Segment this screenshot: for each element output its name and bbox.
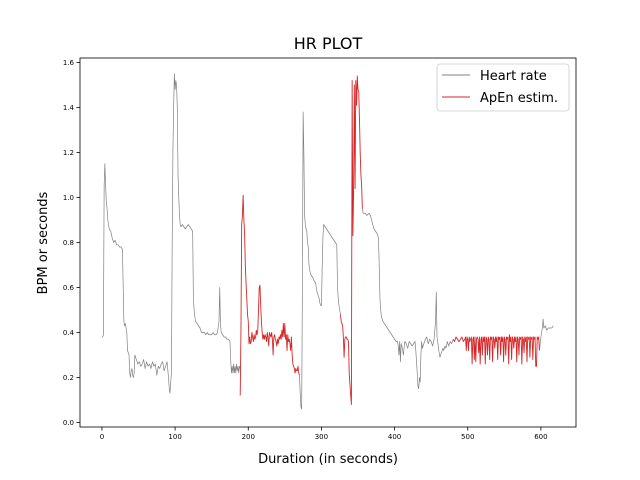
series-line-heart-rate-segment-3 [362,208,454,390]
y-tick-label: 0.8 [63,239,74,247]
x-tick-label: 200 [242,433,255,441]
y-tick-label: 0.4 [63,329,75,337]
series-line-apen-estim-segment-2 [339,75,363,405]
y-tick-label: 0.6 [63,284,75,292]
x-axis: 0 100 200 300 400 500 600 [100,427,548,441]
y-axis-label: BPM or seconds [36,191,51,294]
series-line-apen-estim-segment-1 [239,194,300,396]
y-tick-label: 1.6 [63,59,75,67]
y-tick-label: 1.0 [63,194,74,202]
x-axis-label: Duration (in seconds) [258,452,398,467]
y-tick-label: 1.2 [63,149,74,157]
x-tick-label: 300 [315,433,328,441]
series-line-heart-rate-segment-4 [539,318,554,351]
x-tick-label: 500 [461,433,474,441]
series-line-apen-estim-segment-3 [452,334,540,367]
legend-label-apen-estim: ApEn estim. [480,91,558,106]
series-line-heart-rate-segment-2 [299,111,341,410]
x-tick-label: 600 [534,433,547,441]
x-tick-label: 0 [100,433,104,441]
y-axis: 0.0 0.2 0.4 0.6 0.8 1.0 1.2 1.4 1.6 [63,59,80,427]
y-tick-label: 0.0 [63,419,74,427]
legend-label-heart-rate: Heart rate [480,69,547,84]
y-tick-label: 0.2 [63,374,74,382]
legend-box [436,63,570,112]
x-tick-label: 400 [388,433,401,441]
series-line-heart-rate-segment-1 [101,73,241,394]
chart-title: HR PLOT [294,34,363,53]
legend: Heart rate ApEn estim. [436,63,570,112]
x-tick-label: 100 [168,433,181,441]
y-tick-label: 1.4 [63,104,75,112]
series-layer [101,73,554,410]
